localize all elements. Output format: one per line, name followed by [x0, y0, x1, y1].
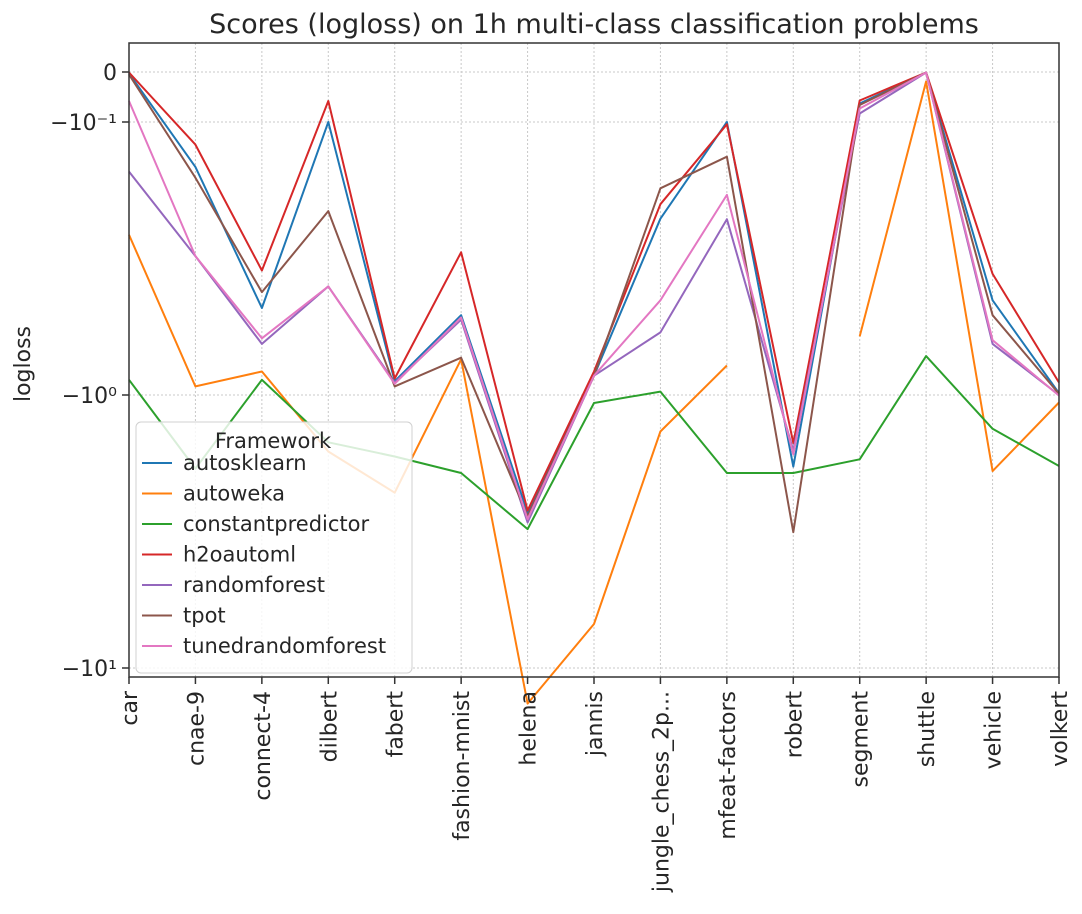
legend-label-tpot: tpot — [183, 604, 226, 628]
legend-label-h2oautoml: h2oautoml — [183, 543, 296, 567]
series-line-h2oautoml — [128, 71, 1060, 512]
legend-label-tunedrandomforest: tunedrandomforest — [183, 634, 386, 658]
y-tick-label: −10⁰ — [62, 384, 117, 409]
series-line-tunedrandomforest — [128, 71, 1060, 521]
x-tick-label: robert — [782, 691, 807, 759]
x-axis-ticks: car cnae-9 connect-4 dilbert fabert fashion-m… — [118, 677, 1073, 893]
x-tick-label: dilbert — [317, 691, 342, 763]
x-tick-label: cnae-9 — [184, 691, 209, 766]
x-tick-label: segment — [849, 691, 874, 788]
legend-box — [135, 421, 413, 674]
series-line-constantpredictor — [128, 355, 1060, 531]
legend-label-randomforest: randomforest — [183, 573, 325, 597]
x-tick-label: car — [118, 690, 143, 726]
legend-title: Framework — [215, 429, 332, 453]
x-tick-label: mfeat-factors — [716, 691, 741, 840]
x-tick-label: jannis — [583, 691, 608, 757]
chart-title: Scores (logloss) on 1h multi-class class… — [209, 9, 979, 40]
legend-label-autosklearn: autosklearn — [183, 451, 307, 475]
y-axis-label: logloss — [11, 326, 36, 402]
x-tick-label: fashion-mnist — [450, 691, 475, 841]
legend: Framework autosklearn autoweka constantpre… — [135, 421, 413, 674]
x-tick-label: jungle_chess_2p... — [649, 691, 674, 893]
y-tick-label: −10⁻¹ — [50, 111, 117, 136]
x-tick-label: fabert — [384, 691, 409, 758]
legend-label-constantpredictor: constantpredictor — [183, 512, 370, 536]
y-axis-ticks: 0 −10⁻¹ −10⁰ −10¹ — [50, 61, 129, 682]
series-line-autoweka — [128, 80, 1060, 705]
x-tick-label: shuttle — [915, 691, 940, 767]
x-tick-label: connect-4 — [251, 691, 276, 801]
x-tick-label: volkert — [1048, 691, 1073, 767]
y-tick-label: 0 — [103, 61, 117, 86]
x-tick-label: vehicle — [982, 691, 1007, 769]
series-layer — [128, 71, 1060, 705]
y-tick-label: −10¹ — [62, 657, 117, 682]
x-tick-label: helena — [517, 691, 542, 766]
legend-label-autoweka: autoweka — [183, 482, 285, 506]
